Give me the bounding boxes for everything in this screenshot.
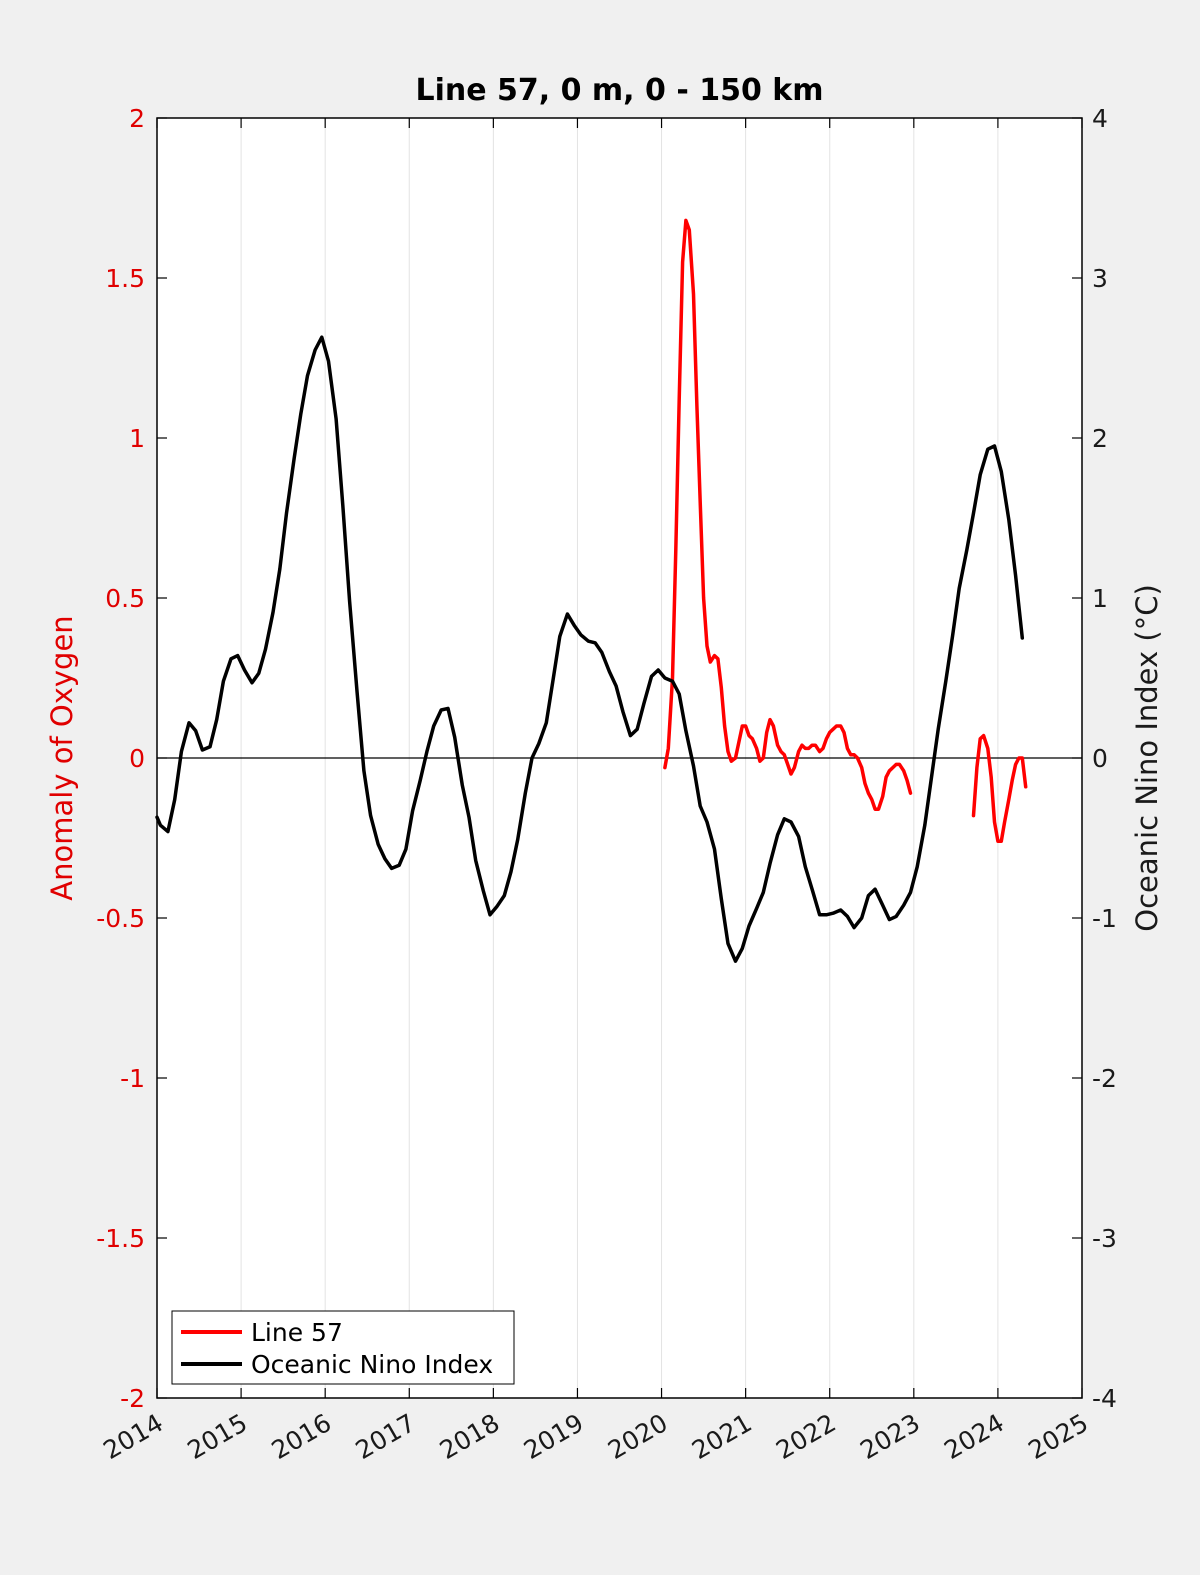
legend-label-oni: Oceanic Nino Index [251, 1350, 493, 1379]
x-tick-label: 2019 [519, 1408, 589, 1465]
y-left-tick-label: 1 [129, 424, 145, 453]
legend-label-line57: Line 57 [251, 1318, 343, 1347]
x-tick-label: 2020 [603, 1408, 673, 1465]
x-tick-label: 2014 [98, 1408, 168, 1465]
y-left-tick-label: 0 [129, 744, 145, 773]
x-tick-label: 2021 [687, 1408, 757, 1465]
x-tick-label: 2023 [855, 1408, 925, 1465]
legend-box [171, 1310, 515, 1385]
chart-title: Line 57, 0 m, 0 - 150 km [415, 73, 823, 108]
y-axis-left-label: Anomaly of Oxygen [45, 615, 79, 900]
x-tick-label: 2022 [771, 1408, 841, 1465]
y-right-tick-label: -1 [1092, 904, 1117, 933]
y-right-tick-label: 4 [1092, 104, 1108, 133]
y-right-tick-label: 1 [1092, 584, 1108, 613]
y-left-tick-label: 1.5 [105, 264, 145, 293]
x-tick-label: 2024 [939, 1408, 1009, 1465]
y-left-tick-label: 2 [129, 104, 145, 133]
series-line-line57 [971, 733, 1028, 843]
y-left-tick-label: -0.5 [96, 904, 145, 933]
y-left-tick-label: -1 [120, 1064, 145, 1093]
y-axis-right-label: Oceanic Nino Index (°C) [1130, 584, 1164, 932]
y-right-tick-label: 2 [1092, 424, 1108, 453]
x-tick-label: 2017 [351, 1408, 421, 1465]
y-right-tick-label: 3 [1092, 264, 1108, 293]
legend: Line 57 Oceanic Nino Index [171, 1310, 515, 1385]
y-left-tick-label: -2 [120, 1384, 145, 1413]
series-line-oni [155, 335, 1025, 963]
y-right-tick-label: -4 [1092, 1384, 1117, 1413]
y-right-tick-label: 0 [1092, 744, 1108, 773]
x-tick-label: 2016 [267, 1408, 337, 1465]
series-group [155, 218, 1028, 963]
y-left-tick-label: -1.5 [96, 1224, 145, 1253]
x-tick-label: 2018 [435, 1408, 505, 1465]
series-line-line57 [663, 218, 913, 811]
y-right-tick-label: -2 [1092, 1064, 1117, 1093]
x-tick-label: 2025 [1023, 1408, 1093, 1465]
x-tick-label: 2015 [182, 1408, 252, 1465]
y-left-tick-label: 0.5 [105, 584, 145, 613]
y-right-tick-label: -3 [1092, 1224, 1117, 1253]
